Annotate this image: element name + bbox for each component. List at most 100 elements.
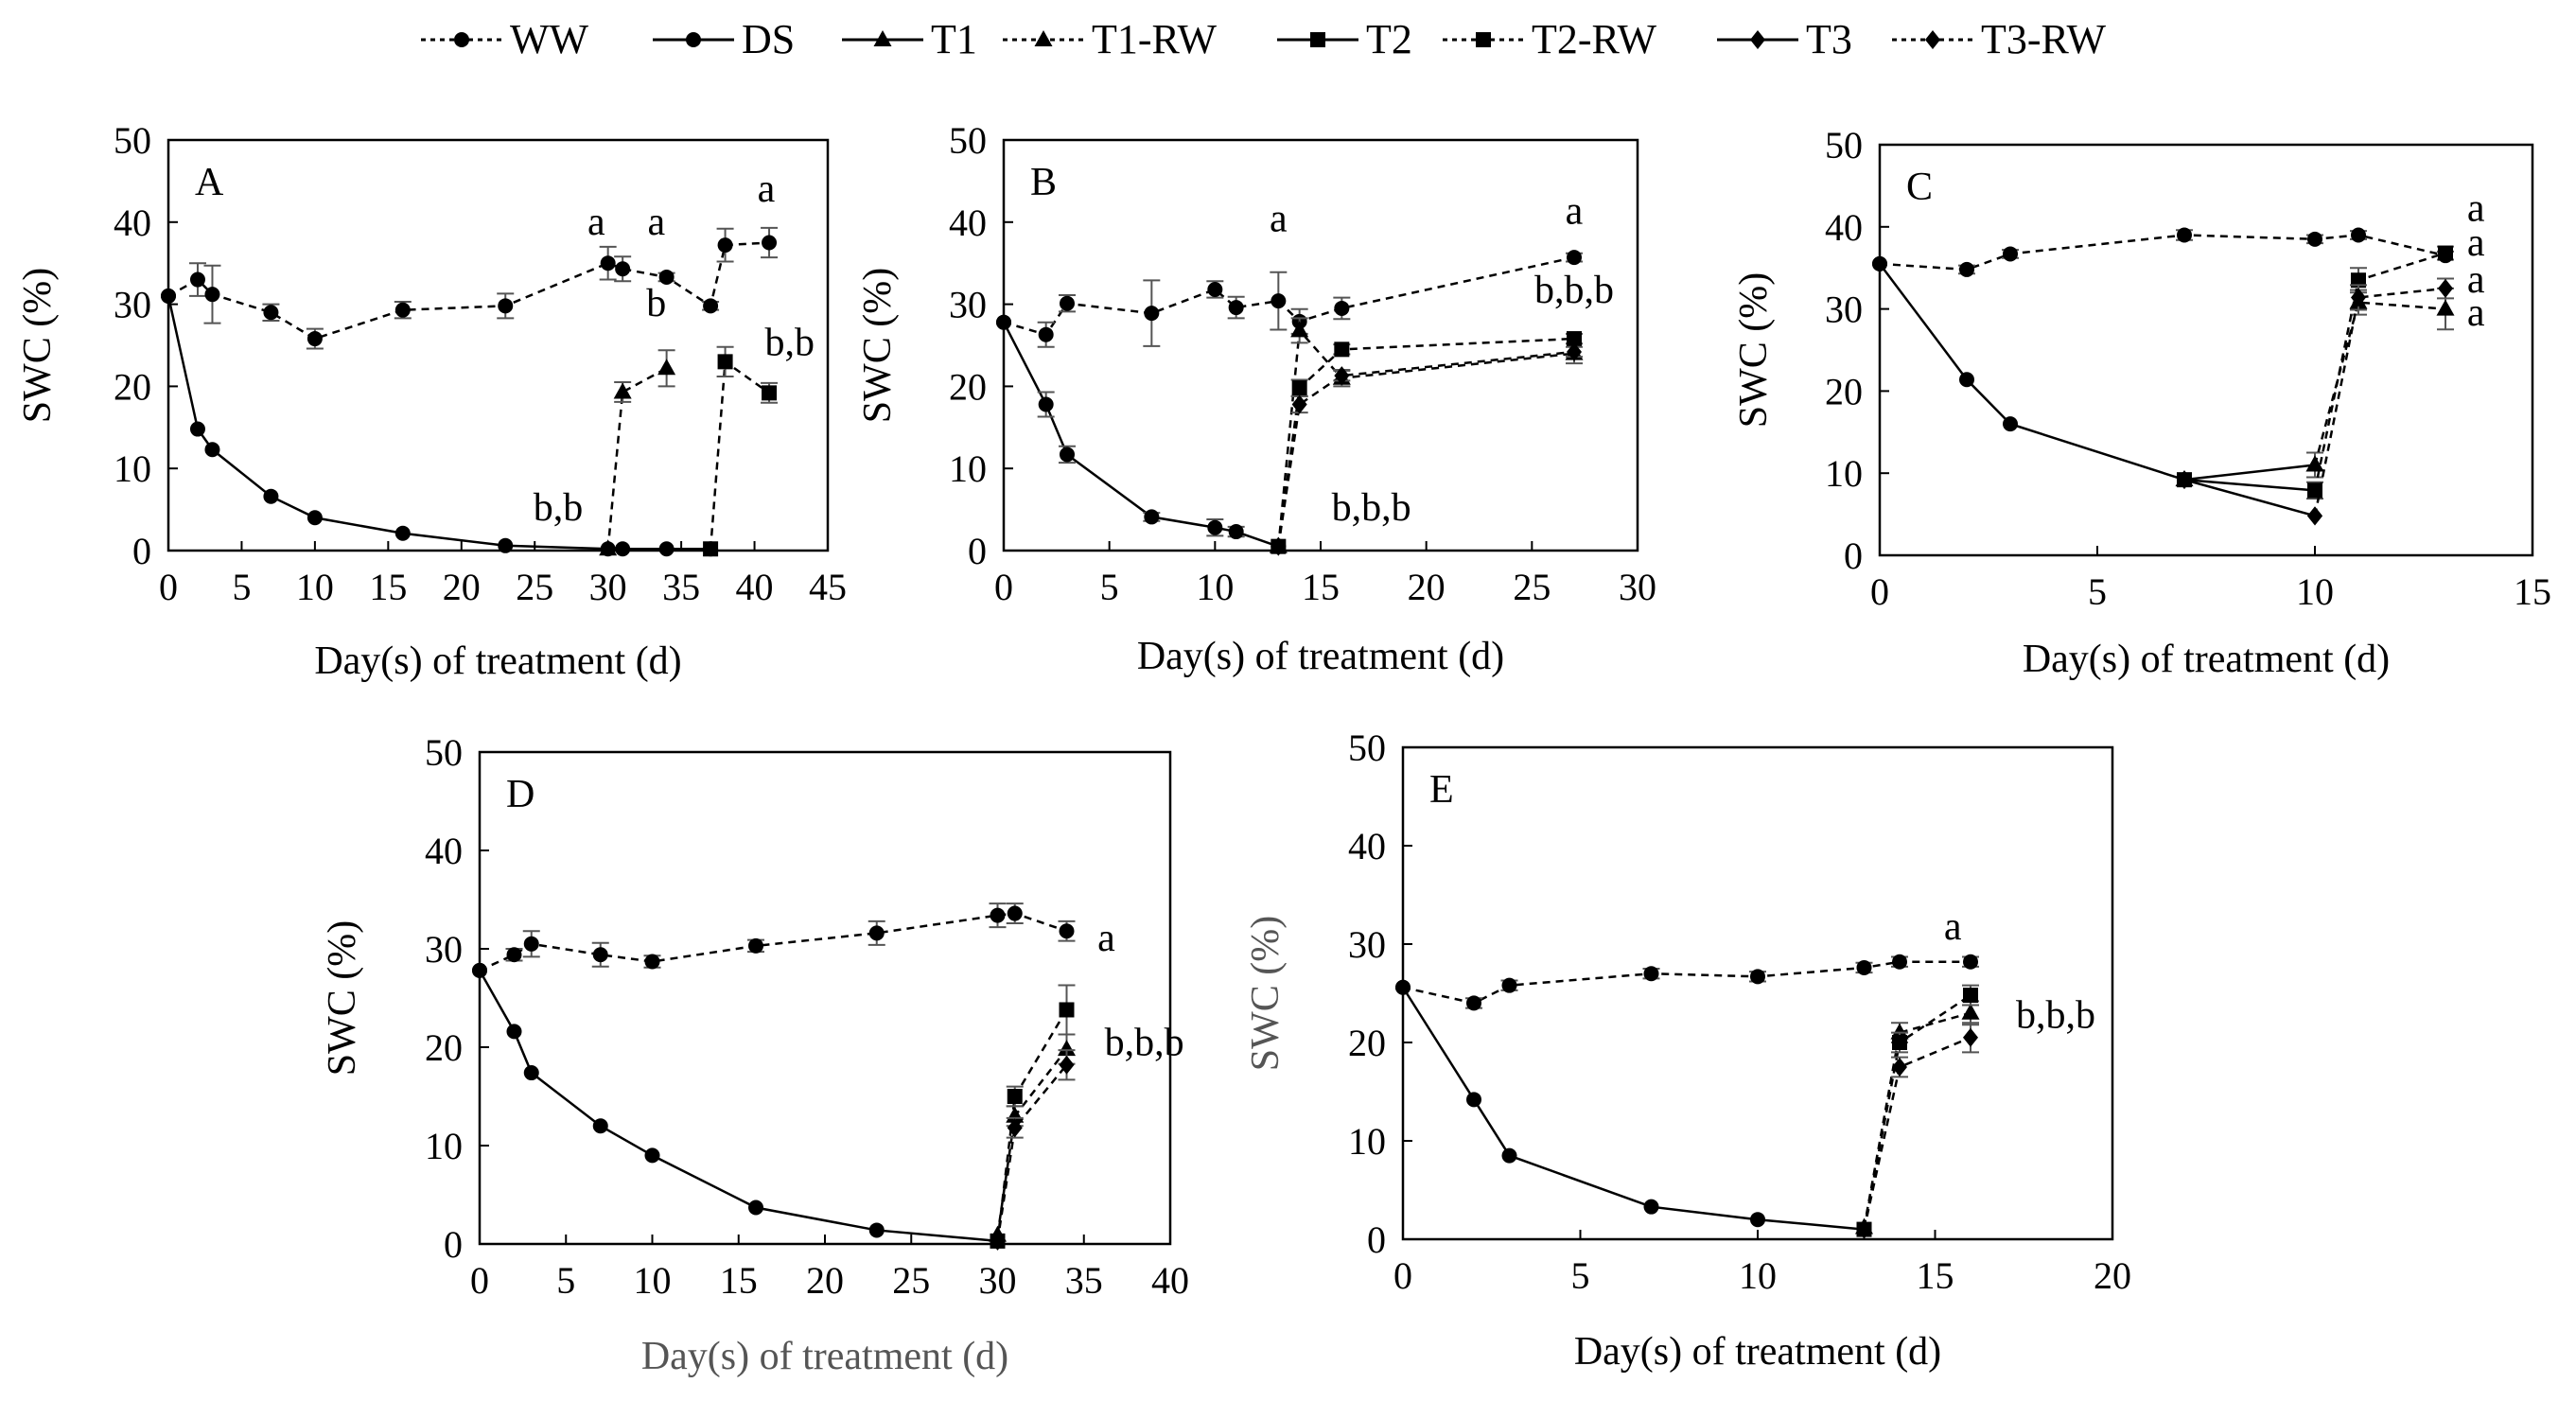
data-point xyxy=(1291,380,1307,396)
data-point xyxy=(1290,321,1309,338)
legend-marker xyxy=(1476,32,1491,47)
data-point xyxy=(599,539,618,556)
data-point xyxy=(717,354,733,370)
series-line xyxy=(2313,287,2446,517)
x-tick-label: 15 xyxy=(1302,566,1340,608)
series-t2-rw xyxy=(1856,984,1979,1237)
y-axis-label: SWC (%) xyxy=(16,268,60,423)
y-tick-label: 0 xyxy=(1844,534,1863,577)
y-tick-label: 50 xyxy=(425,731,463,774)
legend: WW DS T1 T1-RW T2 T2-RW T3 T3-RW xyxy=(421,16,2106,62)
data-point xyxy=(523,1065,539,1081)
data-point xyxy=(263,488,279,504)
data-point xyxy=(762,385,778,401)
data-point xyxy=(2351,272,2366,289)
data-point xyxy=(1228,300,1244,316)
series-line xyxy=(996,1008,1068,1242)
y-tick-label: 30 xyxy=(114,284,151,326)
data-point xyxy=(1058,1040,1076,1057)
series-t2-rw xyxy=(1270,331,1583,554)
chart-panel-c: 0 10 20 30 40 50 0 5 10 15 Day(s) of treatment (d)… xyxy=(1732,124,2551,681)
series-ds xyxy=(1872,255,2192,488)
data-point xyxy=(748,937,763,954)
series-line xyxy=(1277,327,1575,547)
significance-label: a xyxy=(1270,197,1288,240)
x-tick-label: 5 xyxy=(232,566,251,608)
significance-label: a xyxy=(587,201,605,244)
y-tick-label: 10 xyxy=(1825,452,1863,495)
data-point xyxy=(1567,331,1582,347)
y-tick-label: 0 xyxy=(1367,1218,1386,1261)
x-tick-label: 25 xyxy=(892,1259,930,1302)
data-point xyxy=(717,237,733,254)
y-tick-label: 0 xyxy=(444,1223,463,1266)
significance-label: a xyxy=(1944,905,1962,949)
series-t2-rw xyxy=(703,345,779,557)
series-line xyxy=(2313,301,2446,465)
x-tick-label: 20 xyxy=(806,1259,844,1302)
x-tick-label: 15 xyxy=(2514,570,2551,613)
data-point xyxy=(307,510,323,526)
data-point xyxy=(204,442,220,458)
data-point xyxy=(644,954,660,970)
significance-label: a xyxy=(1566,190,1584,234)
series-line xyxy=(2183,464,2316,482)
y-tick-label: 0 xyxy=(132,530,151,572)
data-point xyxy=(592,947,608,963)
data-point xyxy=(703,541,719,557)
x-tick-label: 15 xyxy=(369,566,407,608)
data-point xyxy=(1501,1147,1517,1164)
data-point xyxy=(1228,524,1244,540)
y-tick-label: 10 xyxy=(949,447,987,490)
x-axis-label: Day(s) of treatment (d) xyxy=(1137,635,1504,678)
series-ww xyxy=(996,250,1583,348)
legend-label: T2-RW xyxy=(1532,16,1656,62)
series-t1-rw xyxy=(1855,1000,1980,1235)
y-tick-label: 20 xyxy=(425,1026,463,1069)
x-tick-label: 0 xyxy=(1870,570,1889,613)
data-point xyxy=(2351,288,2366,307)
legend-marker xyxy=(454,32,469,47)
data-point xyxy=(1144,306,1160,322)
y-tick-label: 30 xyxy=(425,928,463,971)
data-point xyxy=(1892,954,1907,970)
series-ds xyxy=(996,314,1287,554)
series-line xyxy=(1402,960,1971,1005)
data-point xyxy=(189,271,205,288)
data-point xyxy=(658,541,675,557)
panel-letter: B xyxy=(1030,161,1057,204)
series-line xyxy=(1863,994,1971,1230)
legend-marker xyxy=(1034,30,1053,46)
significance-label: a xyxy=(647,201,665,244)
series-ww xyxy=(1872,227,2454,277)
significance-label: a xyxy=(2467,221,2485,265)
data-point xyxy=(1395,979,1411,995)
data-point xyxy=(394,302,411,318)
series-line xyxy=(479,912,1067,972)
data-point xyxy=(1567,341,1582,361)
significance-label: a xyxy=(758,167,776,211)
panel-letter: C xyxy=(1906,166,1933,209)
y-tick-label: 10 xyxy=(1348,1120,1386,1163)
data-point xyxy=(161,288,176,304)
data-point xyxy=(657,359,676,376)
panel-letter: E xyxy=(1429,768,1454,812)
data-point xyxy=(523,936,539,952)
series-t3-rw xyxy=(1270,341,1583,556)
series-t3-rw xyxy=(2307,277,2454,526)
data-point xyxy=(1567,250,1582,266)
x-axis-label: Day(s) of treatment (d) xyxy=(1574,1330,1941,1374)
x-tick-label: 25 xyxy=(516,566,553,608)
data-point xyxy=(1750,969,1765,985)
data-point xyxy=(996,314,1011,330)
data-point xyxy=(1643,1199,1659,1215)
legend-item-t1: T1 xyxy=(842,16,977,62)
data-point xyxy=(1961,1003,1980,1020)
data-point xyxy=(394,525,411,541)
significance-label: a xyxy=(2467,291,2485,335)
x-tick-label: 15 xyxy=(720,1259,758,1302)
series-line xyxy=(709,359,770,550)
data-point xyxy=(2307,482,2322,499)
legend-label: DS xyxy=(742,16,795,62)
